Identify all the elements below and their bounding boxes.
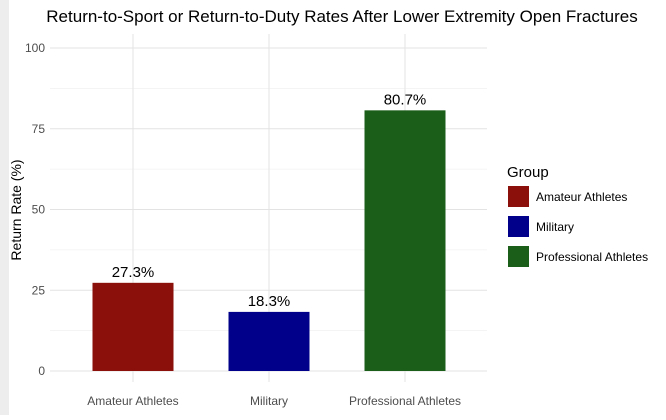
x-tick-label: Military: [250, 394, 288, 408]
legend-label: Professional Athletes: [536, 250, 648, 264]
left-edge-strip: [0, 0, 9, 415]
legend-swatch: [508, 246, 529, 267]
data-labels: 27.3% 18.3% 80.7%: [112, 91, 427, 310]
legend-title: Group: [507, 164, 549, 181]
legend-label: Military: [536, 220, 574, 234]
legend-swatch: [508, 186, 529, 207]
data-label: 80.7%: [384, 91, 427, 108]
bars: [92, 110, 446, 372]
legend-label: Amateur Athletes: [536, 190, 627, 204]
y-tick-label: 50: [32, 203, 46, 217]
y-tick-label: 100: [25, 41, 45, 55]
y-tick-label: 25: [32, 283, 46, 297]
legend-swatch: [508, 216, 529, 237]
bar-military: [228, 311, 310, 371]
bar-professional-athletes: [364, 110, 446, 372]
data-label: 18.3%: [248, 293, 291, 310]
y-tick-label: 0: [38, 364, 45, 378]
x-tick-label: Professional Athletes: [349, 394, 461, 408]
y-axis-label: Return Rate (%): [8, 159, 24, 260]
chart-title: Return-to-Sport or Return-to-Duty Rates …: [46, 7, 637, 26]
legend: Group Amateur Athletes Military Profession…: [507, 164, 648, 267]
y-tick-label: 75: [32, 122, 46, 136]
legend-items: Amateur Athletes Military Professional Ath…: [508, 186, 648, 267]
data-label: 27.3%: [112, 264, 155, 281]
x-tick-label: Amateur Athletes: [87, 394, 178, 408]
x-axis-ticks: Amateur Athletes Military Professional Ath…: [87, 394, 461, 408]
y-axis-ticks: 0 25 50 75 100: [25, 41, 45, 378]
bar-amateur-athletes: [92, 282, 174, 371]
